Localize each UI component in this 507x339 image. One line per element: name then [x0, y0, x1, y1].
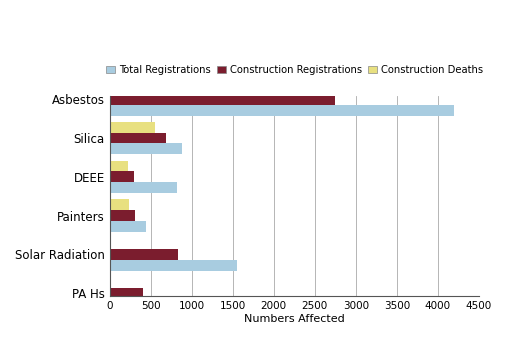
Bar [110, 249, 178, 260]
Bar [110, 199, 129, 210]
Bar [110, 299, 146, 310]
Bar [110, 83, 315, 94]
Legend: Total Registrations, Construction Registrations, Construction Deaths: Total Registrations, Construction Regist… [102, 61, 487, 79]
Bar [110, 182, 177, 193]
Bar [110, 260, 237, 271]
Bar [110, 221, 146, 232]
Bar [110, 172, 134, 182]
Bar [110, 105, 454, 116]
Bar [110, 122, 155, 133]
Bar [110, 133, 165, 143]
X-axis label: Numbers Affected: Numbers Affected [244, 314, 345, 324]
Bar [110, 210, 135, 221]
Bar [110, 143, 182, 154]
Bar [110, 94, 335, 105]
Bar [110, 161, 128, 172]
Bar [110, 288, 142, 299]
